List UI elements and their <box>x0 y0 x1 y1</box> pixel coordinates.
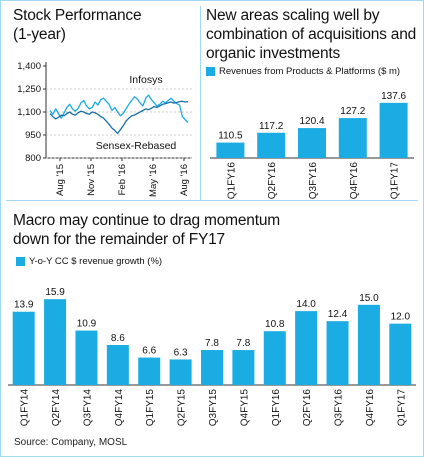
growth-data-label: 12.0 <box>391 312 411 323</box>
growth-category-label: Q2FY16 <box>302 389 313 427</box>
growth-data-label: 12.4 <box>328 309 348 320</box>
growth-bar <box>263 331 286 385</box>
growth-category-label: Q3FY16 <box>334 389 345 427</box>
revenue-category-label: Q2FY16 <box>267 162 278 200</box>
stock-series-label-sensex: Sensex-Rebased <box>96 140 177 152</box>
growth-data-label: 15.9 <box>45 287 65 298</box>
growth-legend: Y-o-Y CC $ revenue growth (%) <box>16 256 162 267</box>
panel-divider-vertical <box>200 6 201 200</box>
revenue-data-label: 120.4 <box>299 116 324 127</box>
growth-category-label: Q3FY15 <box>208 389 219 427</box>
growth-bar <box>75 330 98 385</box>
growth-category-label: Q3FY14 <box>82 389 93 427</box>
revenue-legend-label: Revenues from Products & Platforms ($ m) <box>219 66 401 77</box>
revenue-bar <box>379 102 408 158</box>
growth-category-label: Q1FY15 <box>145 389 156 427</box>
stock-series-line-sensex <box>49 100 189 135</box>
stock-x-tick-label: Feb '16 <box>117 164 128 195</box>
stock-x-tick-label: Nov '15 <box>86 164 97 196</box>
stock-y-tick-label: 950 <box>25 130 41 141</box>
growth-data-label: 7.8 <box>205 338 219 349</box>
source-note: Source: Company, MOSL <box>14 437 128 448</box>
stock-x-tick-label: Aug '15 <box>55 164 66 196</box>
growth-data-label: 6.3 <box>174 347 188 358</box>
growth-bar <box>44 299 67 385</box>
growth-bar <box>326 321 349 385</box>
growth-data-label: 15.0 <box>359 293 379 304</box>
growth-data-label: 6.6 <box>142 346 156 357</box>
revenue-bar <box>257 132 286 158</box>
growth-category-label: Q4FY14 <box>114 389 125 427</box>
revenue-bar <box>298 128 326 158</box>
growth-bar <box>12 311 35 385</box>
growth-bar <box>169 359 192 385</box>
revenue-bar <box>338 118 367 158</box>
revenue-data-label: 110.5 <box>218 131 243 142</box>
growth-category-label: Q2FY14 <box>51 389 62 427</box>
revenue-data-label: 117.2 <box>259 121 284 132</box>
stock-performance-chart: 1,400 1,250 1,100 950 800 Aug '15 Nov '15 Feb '… <box>17 61 192 197</box>
revenue-legend-swatch <box>206 67 215 76</box>
stock-x-tick-label: Aug '16 <box>179 164 190 196</box>
growth-bar <box>106 345 129 385</box>
growth-bar <box>295 311 318 385</box>
growth-legend-label: Y-o-Y CC $ revenue growth (%) <box>29 256 163 267</box>
growth-category-label: Q1FY14 <box>20 389 31 427</box>
stock-y-tick-label: 800 <box>25 153 41 164</box>
growth-category-label: Q1FY16 <box>271 389 282 427</box>
growth-bar <box>201 350 223 385</box>
growth-data-label: 14.0 <box>296 299 316 310</box>
revenue-bar-chart: 110.5 Q1FY16 117.2 Q2FY16 120.4 Q3FY16 127.2 Q4… <box>210 91 414 200</box>
growth-category-label: Q4FY16 <box>365 389 376 427</box>
growth-bar <box>357 304 380 385</box>
growth-category-label: Q2FY15 <box>177 389 188 427</box>
stock-y-tick-label: 1,100 <box>17 107 41 118</box>
growth-data-label: 13.9 <box>14 300 34 311</box>
stock-y-tick-label: 1,400 <box>17 61 41 72</box>
revenue-category-label: Q1FY17 <box>390 162 401 200</box>
growth-data-label: 8.6 <box>111 333 125 344</box>
stock-series-label-infosys: Infosys <box>129 74 162 86</box>
growth-category-label: Q1FY17 <box>396 389 407 427</box>
panel-divider-horizontal <box>6 200 418 201</box>
growth-chart-title: Macro may continue to drag momentum down… <box>13 212 280 248</box>
revenue-chart-title: New areas scaling well by combination of… <box>206 7 417 62</box>
stock-y-tick-label: 1,250 <box>17 84 41 95</box>
stock-chart-title: Stock Performance (1-year) <box>13 7 142 43</box>
growth-data-label: 10.9 <box>77 319 97 330</box>
revenue-data-label: 127.2 <box>340 106 365 117</box>
growth-data-label: 10.8 <box>265 319 285 330</box>
revenue-category-label: Q1FY16 <box>226 162 237 200</box>
growth-category-label: Q4FY15 <box>239 389 250 427</box>
growth-bar-chart: 13.9 Q1FY14 15.9 Q2FY14 10.9 Q3FY14 8.6 Q4FY14 6… <box>8 287 416 427</box>
growth-bar <box>138 357 161 385</box>
revenue-data-label: 137.6 <box>381 91 406 102</box>
growth-bar <box>232 350 255 385</box>
stock-series-line-infosys <box>49 94 189 124</box>
revenue-category-label: Q3FY16 <box>308 162 319 200</box>
revenue-category-label: Q4FY16 <box>349 162 360 200</box>
stock-x-tick-label: May '16 <box>148 164 159 197</box>
growth-data-label: 7.8 <box>236 338 250 349</box>
growth-legend-swatch <box>16 257 25 266</box>
revenue-bar <box>216 142 245 158</box>
growth-bar <box>389 323 412 385</box>
revenue-legend: Revenues from Products & Platforms ($ m) <box>206 66 400 77</box>
